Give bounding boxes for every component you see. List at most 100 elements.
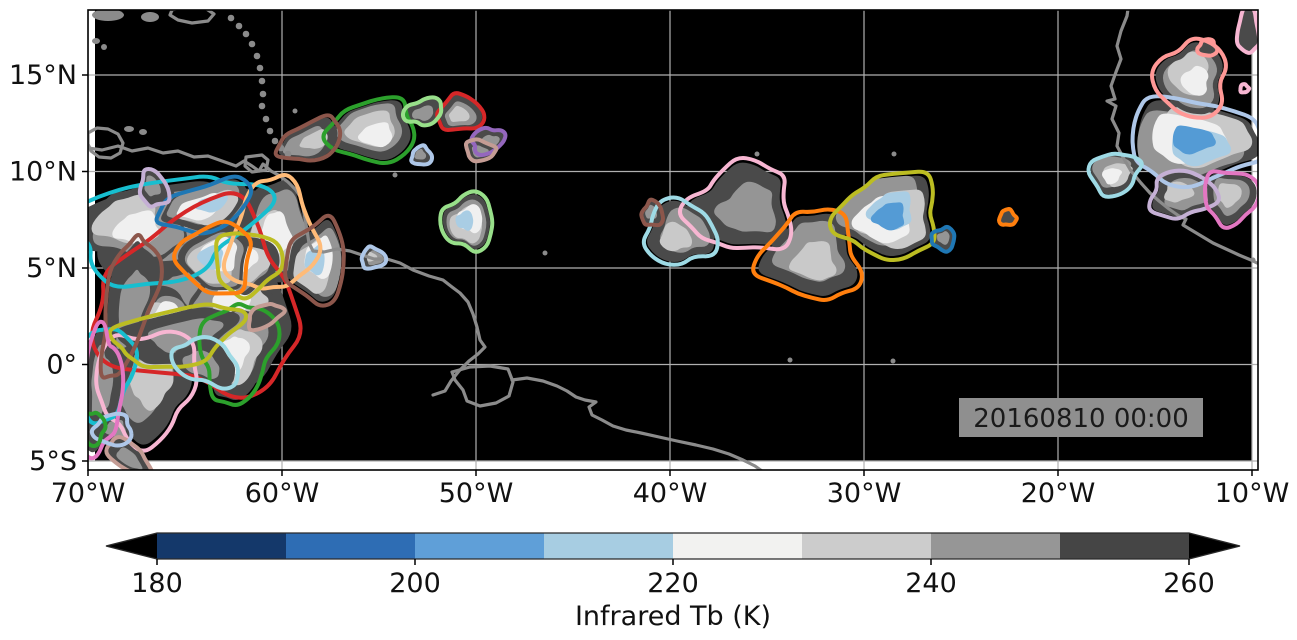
cluster-fill-level: [870, 202, 905, 231]
cluster-outline: [321, 95, 417, 165]
cluster-outlines: [88, 10, 1258, 470]
island: [92, 38, 100, 44]
cluster-fill-level: [455, 210, 474, 231]
cluster-fill-level: [250, 305, 283, 329]
coastline: [510, 376, 764, 470]
cluster-outline: [1147, 168, 1221, 221]
cluster-outline: [88, 327, 140, 426]
cluster-outline: [90, 191, 303, 400]
cluster-outline: [827, 169, 937, 263]
colorbar-under-arrow: [106, 533, 157, 559]
antilles-island: [256, 64, 264, 72]
colorbar-segment: [802, 533, 932, 559]
land-speck: [542, 250, 548, 256]
plot-frame: [87, 9, 1259, 471]
antilles-island: [242, 30, 250, 38]
cluster-fill-level: [357, 122, 393, 148]
cluster-outline: [1202, 169, 1258, 230]
island: [124, 126, 134, 132]
colorbar-segment: [415, 533, 545, 559]
land-speck: [891, 151, 897, 157]
cluster-outline: [1130, 94, 1258, 190]
y-tick-label: 5°S: [29, 446, 77, 477]
cluster-fill-level: [936, 231, 950, 245]
cluster-outline: [438, 189, 495, 254]
cluster-fill-level: [116, 447, 143, 470]
x-tick-label: 50°W: [439, 478, 514, 509]
axis-labels: 70°W 60°W 50°W 40°W 30°W 20°W 10°W 15°N 10°N 5°N 0…: [9, 60, 1289, 509]
cluster-outline: [283, 213, 346, 308]
cluster-outline: [197, 302, 282, 407]
cluster-fill-level: [448, 105, 470, 122]
x-tick-label: 20°W: [1021, 478, 1096, 509]
antilles-island: [227, 14, 235, 22]
cluster-fill-level: [1237, 10, 1258, 51]
cluster-outline: [1234, 10, 1258, 55]
timestamp-badge: 20160810 00:00: [959, 398, 1203, 437]
cluster-fill-level: [1180, 65, 1209, 96]
no-data-strip-right: [1252, 10, 1258, 470]
cluster-outline: [172, 219, 253, 296]
colorbar-tick-label: 260: [1163, 568, 1215, 599]
colorbar-segment: [544, 533, 674, 559]
cluster-outline: [98, 232, 164, 380]
x-tick-label: 40°W: [633, 478, 708, 509]
cluster-fill-level: [714, 181, 776, 233]
colorbar-segment: [286, 533, 416, 559]
cluster-fill-level: [1172, 125, 1216, 155]
cluster-fill-level: [144, 175, 161, 197]
cluster-fill-level: [1218, 183, 1242, 208]
colorbar-axis-label: Infrared Tb (K): [575, 601, 771, 632]
cluster-outline: [1195, 37, 1220, 58]
cluster-fill-level: [195, 193, 228, 213]
cluster-fill-level: [299, 129, 328, 149]
land-speck: [1250, 257, 1256, 263]
cluster-outline: [1238, 82, 1252, 95]
cluster-outline: [273, 113, 343, 163]
cluster-fill-level: [789, 241, 837, 281]
antilles-island: [248, 40, 256, 48]
timestamp-box: [959, 398, 1203, 437]
antilles-island: [266, 127, 274, 135]
y-tick-label: 0°: [46, 350, 77, 381]
antilles-island: [284, 150, 292, 158]
cluster-outline: [247, 302, 287, 333]
cluster-outline: [221, 173, 323, 291]
cluster-fill-level: [112, 210, 160, 245]
cluster-outline: [104, 435, 154, 470]
x-tick-label: 70°W: [51, 478, 126, 509]
cluster-outline: [89, 411, 134, 448]
cluster-outline: [435, 91, 487, 132]
y-tick-label: 15°N: [9, 60, 77, 91]
island: [101, 44, 107, 50]
cluster-outline: [639, 197, 666, 228]
colorbar-segment: [157, 533, 287, 559]
timestamp-text: 20160810 00:00: [973, 404, 1189, 434]
antilles-island: [258, 102, 266, 110]
colorbar-segment: [931, 533, 1061, 559]
colorbar-tick-label: 180: [131, 568, 183, 599]
colorbar-tick-label: 220: [647, 568, 699, 599]
colorbar-tick-label: 240: [905, 568, 957, 599]
cluster-outline: [1086, 151, 1144, 199]
coastline: [1105, 10, 1258, 265]
gridlines: [88, 10, 1258, 470]
cluster-outline: [751, 207, 864, 302]
colorbar-segment: [1060, 533, 1190, 559]
antilles-island: [258, 77, 266, 85]
cluster-outline: [997, 207, 1019, 227]
colorbar: 180 200 220 240 260 Infrared Tb (K): [105, 532, 1241, 632]
island: [92, 10, 124, 21]
coastline: [450, 364, 515, 408]
colorbar-segment: [673, 533, 803, 559]
colorbar-tick-label: 200: [389, 568, 441, 599]
land-speck: [392, 172, 398, 178]
cluster-outline: [137, 167, 172, 209]
land-speck: [890, 358, 896, 364]
cluster-outline: [641, 195, 720, 267]
cluster-fill-level: [1101, 168, 1123, 185]
cluster-outline: [400, 95, 444, 128]
cluster-outline: [929, 224, 957, 254]
cluster-outline: [463, 137, 499, 164]
